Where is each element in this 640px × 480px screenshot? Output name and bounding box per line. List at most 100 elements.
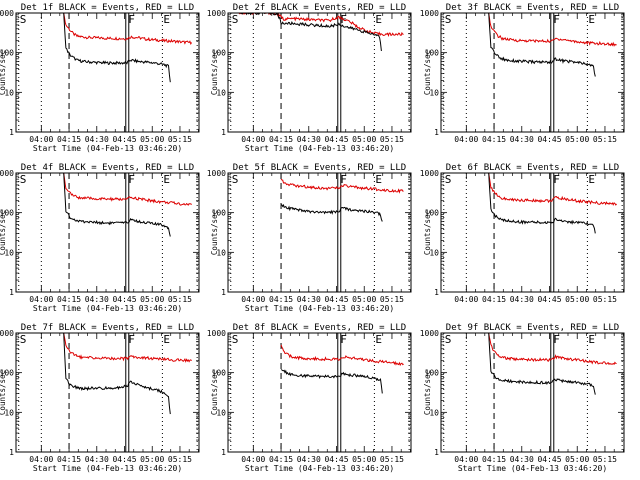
marker-label-f: F	[128, 13, 135, 26]
y-tick-label: 10	[4, 248, 14, 257]
x-tick-label: 05:15	[168, 135, 192, 144]
marker-line	[337, 13, 342, 132]
panel-title: Det 2f BLACK = Events, RED = LLD	[233, 3, 406, 13]
marker-label-s: S	[232, 333, 239, 346]
y-tick-label: 100	[0, 49, 14, 58]
x-tick-label: 04:15	[57, 135, 81, 144]
plot-frame	[15, 332, 200, 453]
series-line-events	[488, 173, 596, 234]
panel-title: Det 7f BLACK = Events, RED = LLD	[21, 323, 194, 333]
y-tick-label: 100	[425, 209, 440, 218]
y-tick-label: 10	[4, 408, 14, 417]
plot-frame	[227, 172, 412, 293]
x-tick-label: 05:15	[593, 135, 617, 144]
series-line-events	[280, 203, 383, 222]
x-tick-label: 04:30	[510, 295, 534, 304]
y-tick-label: 1000	[420, 9, 439, 18]
x-tick-label: 04:00	[241, 295, 265, 304]
y-tick-label: 1	[434, 288, 439, 297]
x-tick-label: 05:00	[140, 135, 164, 144]
y-axis-label: Counts/sec	[210, 210, 219, 255]
x-tick-label: 04:30	[297, 455, 321, 464]
x-tick-label: 04:00	[29, 295, 53, 304]
x-tick-label: 04:45	[537, 295, 561, 304]
marker-line	[125, 13, 130, 132]
x-tick-label: 05:00	[352, 455, 376, 464]
x-tick-label: 04:15	[57, 455, 81, 464]
series-line-lld	[63, 333, 192, 363]
marker-label-s: S	[232, 13, 239, 26]
x-tick-label: 05:00	[140, 455, 164, 464]
x-tick-label: 04:15	[482, 135, 506, 144]
panel-title: Det 5f BLACK = Events, RED = LLD	[233, 163, 406, 173]
panel-title: Det 9f BLACK = Events, RED = LLD	[446, 323, 619, 333]
x-tick-label: 05:15	[168, 295, 192, 304]
x-tick-label: 05:00	[565, 455, 589, 464]
marker-label-f: F	[340, 173, 347, 186]
panel-title: Det 4f BLACK = Events, RED = LLD	[21, 163, 194, 173]
x-tick-label: 04:45	[112, 455, 136, 464]
y-tick-label: 1000	[207, 169, 226, 178]
marker-line	[550, 173, 555, 292]
panel-det-6: Det 6f BLACK = Events, RED = LLD Counts/s…	[420, 163, 625, 304]
y-tick-label: 1000	[207, 329, 226, 338]
panel-det-7: Det 7f BLACK = Events, RED = LLD Counts/s…	[0, 323, 200, 473]
x-tick-label: 04:00	[29, 135, 53, 144]
y-tick-label: 1	[221, 128, 226, 137]
panel-det-5: Det 5f BLACK = Events, RED = LLD Counts/s…	[207, 163, 412, 313]
x-tick-label: 04:30	[297, 135, 321, 144]
x-tick-label: 04:00	[454, 135, 478, 144]
x-tick-label: 05:15	[168, 455, 192, 464]
x-tick-label: 04:30	[297, 295, 321, 304]
y-tick-label: 1	[9, 128, 14, 137]
x-tick-label: 05:15	[593, 295, 617, 304]
series-line-lld	[488, 333, 617, 366]
marker-label-f: F	[340, 333, 347, 346]
y-tick-label: 10	[216, 88, 226, 97]
series-line-lld	[63, 173, 192, 206]
x-tick-label: 04:15	[57, 295, 81, 304]
marker-label-f: F	[128, 333, 135, 346]
y-tick-label: 100	[425, 49, 440, 58]
marker-label-e: E	[588, 173, 595, 186]
marker-label-s: S	[20, 333, 27, 346]
x-tick-label: 04:30	[85, 295, 109, 304]
x-tick-label: 05:00	[565, 135, 589, 144]
x-tick-label: 04:45	[324, 135, 348, 144]
panel-det-2: Det 2f BLACK = Events, RED = LLD Counts/s…	[207, 3, 412, 153]
marker-label-e: E	[163, 333, 170, 346]
x-tick-label: 04:45	[324, 295, 348, 304]
y-tick-label: 1000	[0, 329, 14, 338]
panel-det-3: Det 3f BLACK = Events, RED = LLD Counts/s…	[420, 3, 625, 144]
x-tick-label: 05:15	[380, 135, 404, 144]
x-axis-label: Start Time (04-Feb-13 03:46:20)	[33, 464, 182, 473]
y-tick-label: 10	[216, 248, 226, 257]
y-tick-label: 100	[212, 369, 227, 378]
y-tick-label: 1000	[0, 9, 14, 18]
x-tick-label: 04:15	[482, 295, 506, 304]
x-tick-label: 04:00	[454, 455, 478, 464]
x-tick-label: 04:15	[269, 455, 293, 464]
series-line-events	[488, 13, 596, 77]
series-line-lld	[280, 178, 404, 194]
panel-det-4: Det 4f BLACK = Events, RED = LLD Counts/s…	[0, 163, 200, 313]
marker-label-f: F	[553, 173, 560, 186]
x-tick-label: 04:00	[241, 455, 265, 464]
x-tick-label: 04:15	[482, 455, 506, 464]
marker-label-e: E	[375, 13, 382, 26]
panel-title: Det 3f BLACK = Events, RED = LLD	[446, 3, 619, 13]
marker-line	[337, 173, 342, 292]
y-tick-label: 10	[4, 88, 14, 97]
y-axis-label: Counts/sec	[423, 50, 432, 95]
marker-label-s: S	[445, 333, 452, 346]
marker-label-f: F	[553, 333, 560, 346]
marker-label-e: E	[163, 173, 170, 186]
y-tick-label: 10	[429, 248, 439, 257]
x-tick-label: 05:15	[380, 455, 404, 464]
y-tick-label: 1000	[420, 329, 439, 338]
y-axis-label: Counts/sec	[423, 370, 432, 415]
panel-title: Det 6f BLACK = Events, RED = LLD	[446, 163, 619, 173]
series-line-lld	[63, 13, 193, 45]
x-axis-label: Start Time (04-Feb-13 03:46:20)	[245, 144, 394, 153]
